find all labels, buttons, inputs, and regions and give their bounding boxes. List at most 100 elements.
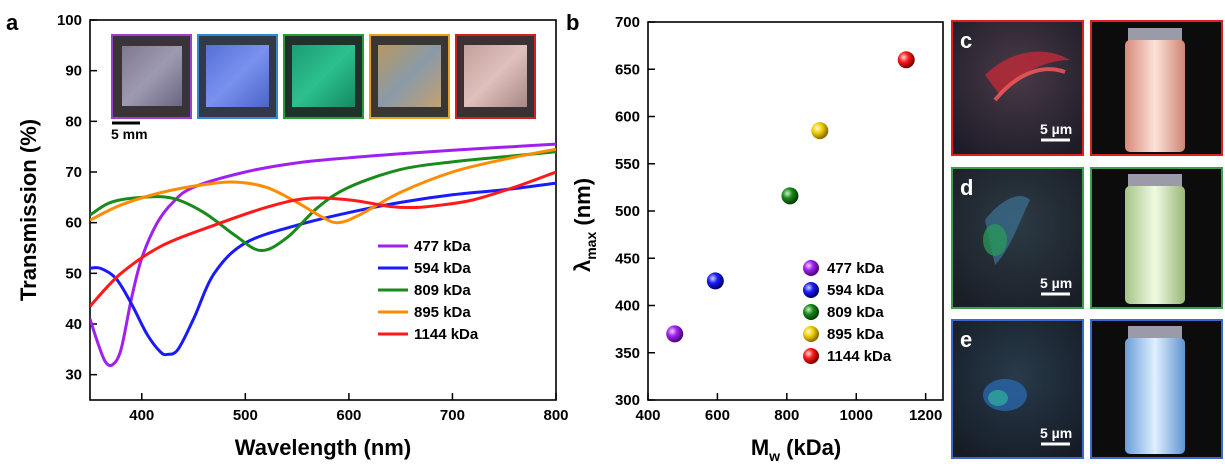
x-tick-label: 700 — [440, 407, 465, 424]
x-tick-label: 400 — [129, 407, 154, 424]
film-sample-809 — [292, 45, 355, 107]
plot-a-frame — [89, 19, 557, 401]
legend-label: 895 kDa — [414, 304, 471, 321]
micrograph-e-spot — [988, 390, 1008, 406]
vial-e-cap — [1128, 326, 1182, 340]
panel-letter-e: e — [960, 327, 972, 352]
vial-d-cap — [1128, 174, 1182, 188]
data-point-895-kda — [811, 122, 829, 140]
x-tick-label-b: 800 — [774, 407, 799, 424]
legend-label: 594 kDa — [414, 260, 471, 277]
y-tick-label-b: 300 — [615, 392, 640, 409]
legend-label-b: 594 kDa — [827, 282, 884, 299]
x-axis-title: Wavelength (nm) — [235, 435, 411, 460]
x-axis-unit-b: (kDa) — [780, 435, 841, 460]
legend-label: 809 kDa — [414, 282, 471, 299]
y-tick-label: 50 — [65, 265, 82, 282]
x-axis-symbol-b: M — [751, 435, 769, 460]
plot-a-ticks: 400 500 600 700 800 30 40 50 60 70 80 90 100 — [57, 12, 569, 424]
y-axis-title-b: λmax (nm) — [570, 178, 599, 272]
y-tick-label-b: 650 — [615, 61, 640, 78]
legend-marker-b — [803, 282, 819, 298]
y-tick-label: 30 — [65, 367, 82, 384]
x-tick-label: 800 — [543, 407, 568, 424]
vial-d-liquid — [1125, 186, 1185, 304]
plot-a-series — [90, 142, 556, 368]
vial-c-cap — [1128, 28, 1182, 42]
micrograph-c-domain — [985, 51, 1070, 95]
panel-d: d 5 µm — [951, 167, 1223, 309]
panel-letter-c: c — [960, 28, 972, 53]
panel-letter-b: b — [566, 10, 579, 35]
x-tick-label: 500 — [233, 407, 258, 424]
micrograph-d-spot — [983, 224, 1007, 256]
y-axis-subscript-b: max — [583, 232, 599, 260]
plot-b-frame — [647, 21, 944, 401]
micro-c-scale-label: 5 µm — [1040, 121, 1072, 137]
film-photo-inset: 5 mm — [111, 34, 536, 142]
legend-marker-b — [803, 348, 819, 364]
legend-marker-b — [803, 326, 819, 342]
y-tick-label-b: 350 — [615, 345, 640, 362]
plot-b-points — [666, 51, 915, 343]
y-tick-label: 60 — [65, 215, 82, 232]
x-axis-subscript-b: w — [768, 448, 780, 464]
panel-letter-d: d — [960, 175, 973, 200]
vial-c-liquid — [1125, 40, 1185, 152]
y-tick-label: 100 — [57, 12, 82, 29]
y-tick-label: 80 — [65, 113, 82, 130]
film-sample-477 — [122, 46, 182, 106]
x-axis-title-b: Mw (kDa) — [751, 435, 841, 464]
series-line-1144-kda — [90, 170, 556, 308]
y-tick-label-b: 450 — [615, 250, 640, 267]
micro-e-scale-label: 5 µm — [1040, 425, 1072, 441]
legend-label-b: 1144 kDa — [827, 348, 892, 365]
y-tick-label: 40 — [65, 316, 82, 333]
y-tick-label-b: 550 — [615, 156, 640, 173]
legend-marker-b — [803, 260, 819, 276]
series-line-895-kda — [90, 147, 556, 225]
inset-scale-label: 5 mm — [111, 126, 148, 142]
micrograph-c-streak — [993, 67, 1066, 102]
data-point-809-kda — [781, 187, 799, 205]
film-sample-895 — [378, 45, 441, 107]
data-point-477-kda — [666, 325, 684, 343]
series-line-477-kda — [90, 142, 556, 368]
y-axis-title: Transmission (%) — [16, 119, 41, 301]
series-line-809-kda — [90, 150, 556, 253]
legend-label-b: 809 kDa — [827, 304, 884, 321]
x-tick-label-b: 1000 — [840, 407, 873, 424]
vial-e-liquid — [1125, 338, 1185, 454]
x-tick-label-b: 400 — [635, 407, 660, 424]
legend-label-b: 895 kDa — [827, 326, 884, 343]
x-tick-label-b: 1200 — [909, 407, 942, 424]
y-tick-label-b: 700 — [615, 14, 640, 31]
data-point-594-kda — [706, 272, 724, 290]
legend-label: 1144 kDa — [414, 326, 479, 343]
y-tick-label: 70 — [65, 164, 82, 181]
panel-letter-a: a — [6, 10, 19, 35]
plot-b-legend: 477 kDa 594 kDa 809 kDa 895 kDa 1144 kDa — [803, 260, 892, 365]
data-point-1144-kda — [897, 51, 915, 69]
y-axis-symbol-b: λ — [570, 260, 595, 272]
micrograph-d — [951, 167, 1084, 309]
y-tick-label-b: 600 — [615, 109, 640, 126]
series-line-594-kda — [90, 181, 556, 357]
x-tick-label: 600 — [336, 407, 361, 424]
panel-c: c 5 µm — [951, 20, 1223, 156]
legend-marker-b — [803, 304, 819, 320]
y-tick-label: 90 — [65, 63, 82, 80]
y-tick-label-b: 500 — [615, 203, 640, 220]
panel-e: e 5 µm — [951, 319, 1223, 459]
x-tick-label-b: 600 — [705, 407, 730, 424]
plot-a-legend: 477 kDa 594 kDa 809 kDa 895 kDa 1144 kDa — [378, 238, 479, 343]
y-axis-unit-b: (nm) — [570, 178, 595, 232]
transmission-plot: 400 500 600 700 800 30 40 50 60 70 80 90 100 477 kDa… — [16, 12, 569, 460]
film-sample-1144 — [464, 45, 527, 107]
legend-label: 477 kDa — [414, 238, 471, 255]
micrograph-c — [951, 20, 1084, 156]
legend-label-b: 477 kDa — [827, 260, 884, 277]
lambda-max-plot: 400 600 800 1000 1200 300 350 400 450 500 550 600 65… — [570, 14, 944, 464]
plot-b-ticks: 400 600 800 1000 1200 300 350 400 450 500 550 600 65… — [615, 14, 942, 424]
